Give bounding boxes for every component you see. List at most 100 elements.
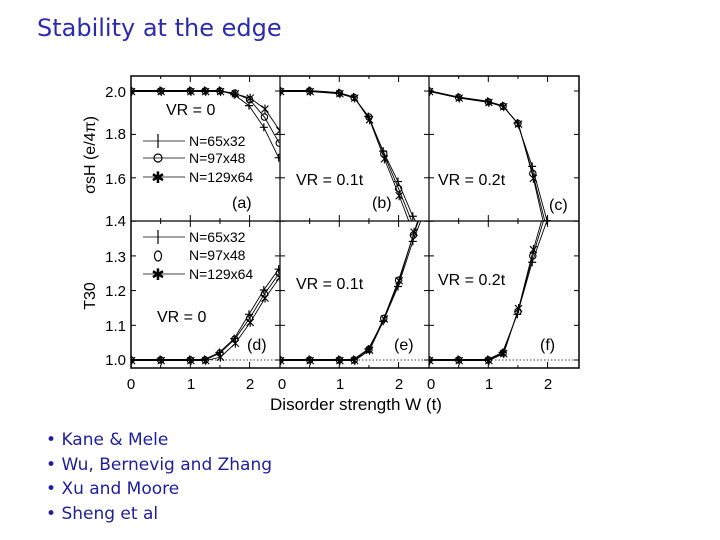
data-point-b-3-7 [395, 191, 404, 201]
y-tick-label-bottom-1.1: 1.1 [105, 318, 126, 335]
data-point-a-1-8 [259, 123, 268, 132]
data-point-a-2-4 [201, 87, 209, 95]
data-point-a-3-9 [275, 126, 280, 136]
x-tick-label-e-1: 1 [336, 376, 344, 393]
y-tick-label-bottom-1.3: 1.3 [105, 249, 126, 266]
data-point-e-3-8 [410, 227, 418, 237]
data-point-f-2-3 [484, 356, 493, 364]
vr-label-e: VR = 0.1t [296, 276, 364, 293]
y-tick-label-bottom-1.2: 1.2 [105, 283, 126, 300]
series-line-c-3 [429, 91, 544, 221]
series-line-f-1 [429, 221, 548, 360]
data-point-c-2-1 [429, 87, 433, 95]
data-point-e-2-3 [335, 356, 344, 364]
legend-top-entry-1: N=65x32 [189, 133, 246, 149]
data-point-c-3-8 [560, 272, 567, 281]
panel-label-e: (e) [394, 337, 414, 354]
y-tick-label-top-2.0: 2.0 [105, 84, 126, 101]
data-point-e-2-5 [365, 345, 373, 354]
data-point-c-2-5 [514, 119, 522, 128]
data-point-d-3-3 [187, 356, 195, 366]
panel-label-c: (c) [549, 197, 568, 214]
data-point-e-2-9 [425, 190, 431, 196]
data-point-a-2-3 [186, 87, 195, 95]
data-point-e-3-1 [280, 356, 285, 366]
panel-c-series [429, 86, 567, 281]
data-point-a-2-9 [275, 139, 280, 147]
data-point-f-3-1 [429, 356, 434, 366]
data-point-a-2-8 [260, 113, 269, 121]
x-tick-label-f-1: 1 [485, 376, 493, 393]
data-point-f-2-2 [454, 356, 463, 364]
data-point-a-3-4 [201, 87, 210, 97]
data-point-a-1-9 [274, 153, 280, 162]
reference-list: Kane & Mele Wu, Bernevig and Zhang Xu an… [46, 428, 272, 526]
data-point-b-3-4 [350, 93, 359, 103]
series-line-e-3 [280, 221, 419, 362]
data-point-c-2-8 [559, 261, 565, 267]
data-point-f-3-6 [529, 245, 538, 255]
data-point-b-3-2 [306, 87, 315, 97]
data-point-c-3-1 [429, 87, 434, 97]
data-point-a-3-1 [131, 87, 136, 97]
data-point-e-2-6 [380, 314, 388, 323]
panel-label-b: (b) [372, 195, 392, 212]
data-point-d-2-1 [131, 356, 135, 364]
data-point-d-3-6 [231, 338, 240, 348]
x-tick-label-e-2: 2 [395, 376, 403, 393]
data-point-f-3-3 [485, 356, 493, 366]
data-point-b-1-9 [424, 238, 432, 246]
y-tick-label-top-1.6: 1.6 [105, 171, 126, 188]
data-point-e-3-7 [395, 276, 404, 286]
data-point-e-3-5 [365, 345, 374, 355]
data-point-b-3-5 [365, 115, 374, 125]
data-point-e-1-9 [424, 199, 432, 207]
y-tick-label-top-1.8: 1.8 [105, 126, 126, 143]
reference-item: Sheng et al [46, 502, 272, 527]
legend-bottom: N=65x32 N=97x48 ✱ N=129x64 [143, 229, 253, 284]
data-point-a-3-7 [246, 93, 255, 103]
data-point-d-3-7 [246, 317, 255, 327]
data-point-d-1-8 [259, 286, 268, 294]
data-point-e-2-4 [350, 356, 358, 364]
data-point-b-3-1 [280, 87, 285, 97]
x-axis-label: Disorder strength W (t) [270, 395, 442, 414]
vr-label-c: VR = 0.2t [438, 172, 506, 189]
data-point-e-3-2 [306, 356, 315, 366]
data-point-a-2-2 [156, 87, 165, 95]
data-point-b-2-2 [305, 87, 314, 95]
series-line-b-1 [280, 89, 417, 221]
y-tick-label-top-1.4: 1.4 [105, 213, 126, 230]
data-point-d-3-4 [201, 356, 210, 366]
y-axis-label-bottom: T30 [82, 282, 99, 310]
data-point-c-3-2 [455, 93, 464, 103]
data-point-d-2-2 [156, 356, 165, 364]
panel-d-series [131, 265, 280, 366]
panel-label-d: (d) [247, 337, 267, 354]
data-point-c-2-7 [544, 229, 550, 235]
data-point-c-3-6 [529, 173, 538, 183]
data-point-a-2-1 [131, 87, 135, 95]
data-point-c-3-5 [514, 119, 523, 129]
panel-f-series [429, 221, 551, 366]
data-point-b-2-1 [280, 87, 284, 95]
data-point-b-2-7 [394, 184, 403, 193]
vr-label-a: VR = 0 [166, 102, 215, 119]
data-point-c-2-4 [499, 102, 507, 110]
data-point-a-3-6 [231, 89, 240, 99]
reference-item: Xu and Moore [46, 477, 272, 502]
panel-e-series [280, 190, 432, 366]
data-point-b-3-6 [380, 154, 389, 164]
axis-ticks [130, 76, 579, 368]
legend-bottom-entry-3: N=129x64 [189, 266, 253, 282]
data-point-d-2-3 [186, 356, 195, 364]
series-line-b-2 [280, 90, 413, 221]
data-point-d-3-1 [131, 356, 136, 366]
reference-item: Wu, Bernevig and Zhang [46, 453, 272, 478]
x-tick-label-e-0: 0 [278, 376, 286, 393]
y-axis-label-top: σsH (e/4π) [82, 116, 99, 194]
svg-text:✱: ✱ [151, 170, 164, 187]
data-point-c-3-7 [545, 239, 552, 248]
data-point-f-3-4 [499, 349, 508, 359]
